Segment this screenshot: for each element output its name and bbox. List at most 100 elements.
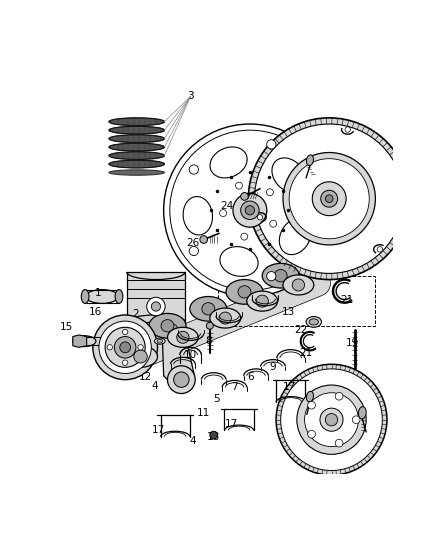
Text: 22: 22 <box>294 325 307 335</box>
Circle shape <box>164 320 182 338</box>
Ellipse shape <box>307 155 314 166</box>
Circle shape <box>377 247 382 252</box>
Circle shape <box>170 130 330 290</box>
Text: 21: 21 <box>340 295 353 305</box>
Circle shape <box>233 193 267 227</box>
Polygon shape <box>162 324 194 384</box>
Text: 7: 7 <box>231 382 238 392</box>
Circle shape <box>283 152 375 245</box>
Ellipse shape <box>161 320 174 332</box>
Circle shape <box>210 431 218 439</box>
Circle shape <box>297 385 366 454</box>
Circle shape <box>105 327 145 367</box>
Ellipse shape <box>157 339 162 343</box>
Circle shape <box>321 190 338 207</box>
Circle shape <box>236 182 242 189</box>
Circle shape <box>107 345 113 350</box>
Circle shape <box>123 329 128 335</box>
Circle shape <box>312 182 346 216</box>
Ellipse shape <box>206 322 213 329</box>
Text: 27: 27 <box>352 409 365 419</box>
Ellipse shape <box>109 152 164 159</box>
Ellipse shape <box>115 289 123 303</box>
Circle shape <box>147 297 165 316</box>
Circle shape <box>123 360 128 366</box>
Text: 2: 2 <box>132 309 138 319</box>
Circle shape <box>173 372 189 387</box>
Ellipse shape <box>272 158 306 192</box>
Ellipse shape <box>200 236 208 244</box>
Circle shape <box>151 302 161 311</box>
Circle shape <box>93 315 158 379</box>
Ellipse shape <box>124 346 158 367</box>
Ellipse shape <box>155 338 165 344</box>
Ellipse shape <box>358 407 366 419</box>
Text: 9: 9 <box>270 361 276 372</box>
Ellipse shape <box>73 336 96 346</box>
Circle shape <box>258 215 263 220</box>
Circle shape <box>270 220 277 227</box>
Ellipse shape <box>238 286 251 298</box>
Text: 17: 17 <box>225 419 238 429</box>
Circle shape <box>164 124 336 296</box>
Ellipse shape <box>279 218 311 255</box>
Ellipse shape <box>109 118 164 126</box>
Circle shape <box>304 393 358 447</box>
Circle shape <box>168 324 177 334</box>
Ellipse shape <box>183 197 212 235</box>
Ellipse shape <box>210 308 240 328</box>
Circle shape <box>308 401 315 409</box>
Ellipse shape <box>220 247 258 276</box>
Circle shape <box>254 124 404 273</box>
Ellipse shape <box>219 312 231 324</box>
Circle shape <box>167 366 195 393</box>
Text: 12: 12 <box>138 373 152 382</box>
Circle shape <box>289 159 369 239</box>
Circle shape <box>219 209 226 216</box>
Circle shape <box>320 408 343 431</box>
Ellipse shape <box>177 332 189 343</box>
Circle shape <box>325 195 333 203</box>
Polygon shape <box>73 335 87 348</box>
Ellipse shape <box>109 126 164 134</box>
Circle shape <box>241 233 248 240</box>
Ellipse shape <box>274 270 287 282</box>
Circle shape <box>114 336 136 358</box>
Text: 28: 28 <box>301 392 314 401</box>
Circle shape <box>267 271 276 281</box>
Ellipse shape <box>149 313 186 338</box>
Text: 24: 24 <box>220 201 233 212</box>
Circle shape <box>314 206 324 215</box>
Ellipse shape <box>240 192 248 200</box>
Ellipse shape <box>262 263 299 288</box>
Ellipse shape <box>306 317 321 327</box>
Circle shape <box>335 439 343 447</box>
Ellipse shape <box>109 135 164 142</box>
Ellipse shape <box>81 289 89 303</box>
Ellipse shape <box>109 160 164 168</box>
Text: 26: 26 <box>186 238 200 248</box>
Circle shape <box>335 392 343 400</box>
Text: 13: 13 <box>282 307 295 317</box>
Text: 3: 3 <box>187 91 194 101</box>
Circle shape <box>345 127 350 132</box>
Ellipse shape <box>226 280 263 304</box>
Circle shape <box>281 369 382 471</box>
Text: 18: 18 <box>207 432 220 442</box>
Text: 29: 29 <box>311 442 324 453</box>
Polygon shape <box>127 272 185 322</box>
Text: 17: 17 <box>152 425 165 435</box>
Text: 10: 10 <box>184 350 197 360</box>
Ellipse shape <box>134 350 147 363</box>
Text: 16: 16 <box>89 307 102 317</box>
Circle shape <box>276 364 387 475</box>
Circle shape <box>245 206 254 215</box>
Ellipse shape <box>210 147 247 178</box>
Text: 28: 28 <box>301 159 314 169</box>
Ellipse shape <box>307 391 314 402</box>
Text: 5: 5 <box>213 394 219 404</box>
Circle shape <box>240 201 259 220</box>
Text: 4: 4 <box>151 381 158 391</box>
Bar <box>218 276 375 326</box>
Text: 4: 4 <box>190 436 196 446</box>
